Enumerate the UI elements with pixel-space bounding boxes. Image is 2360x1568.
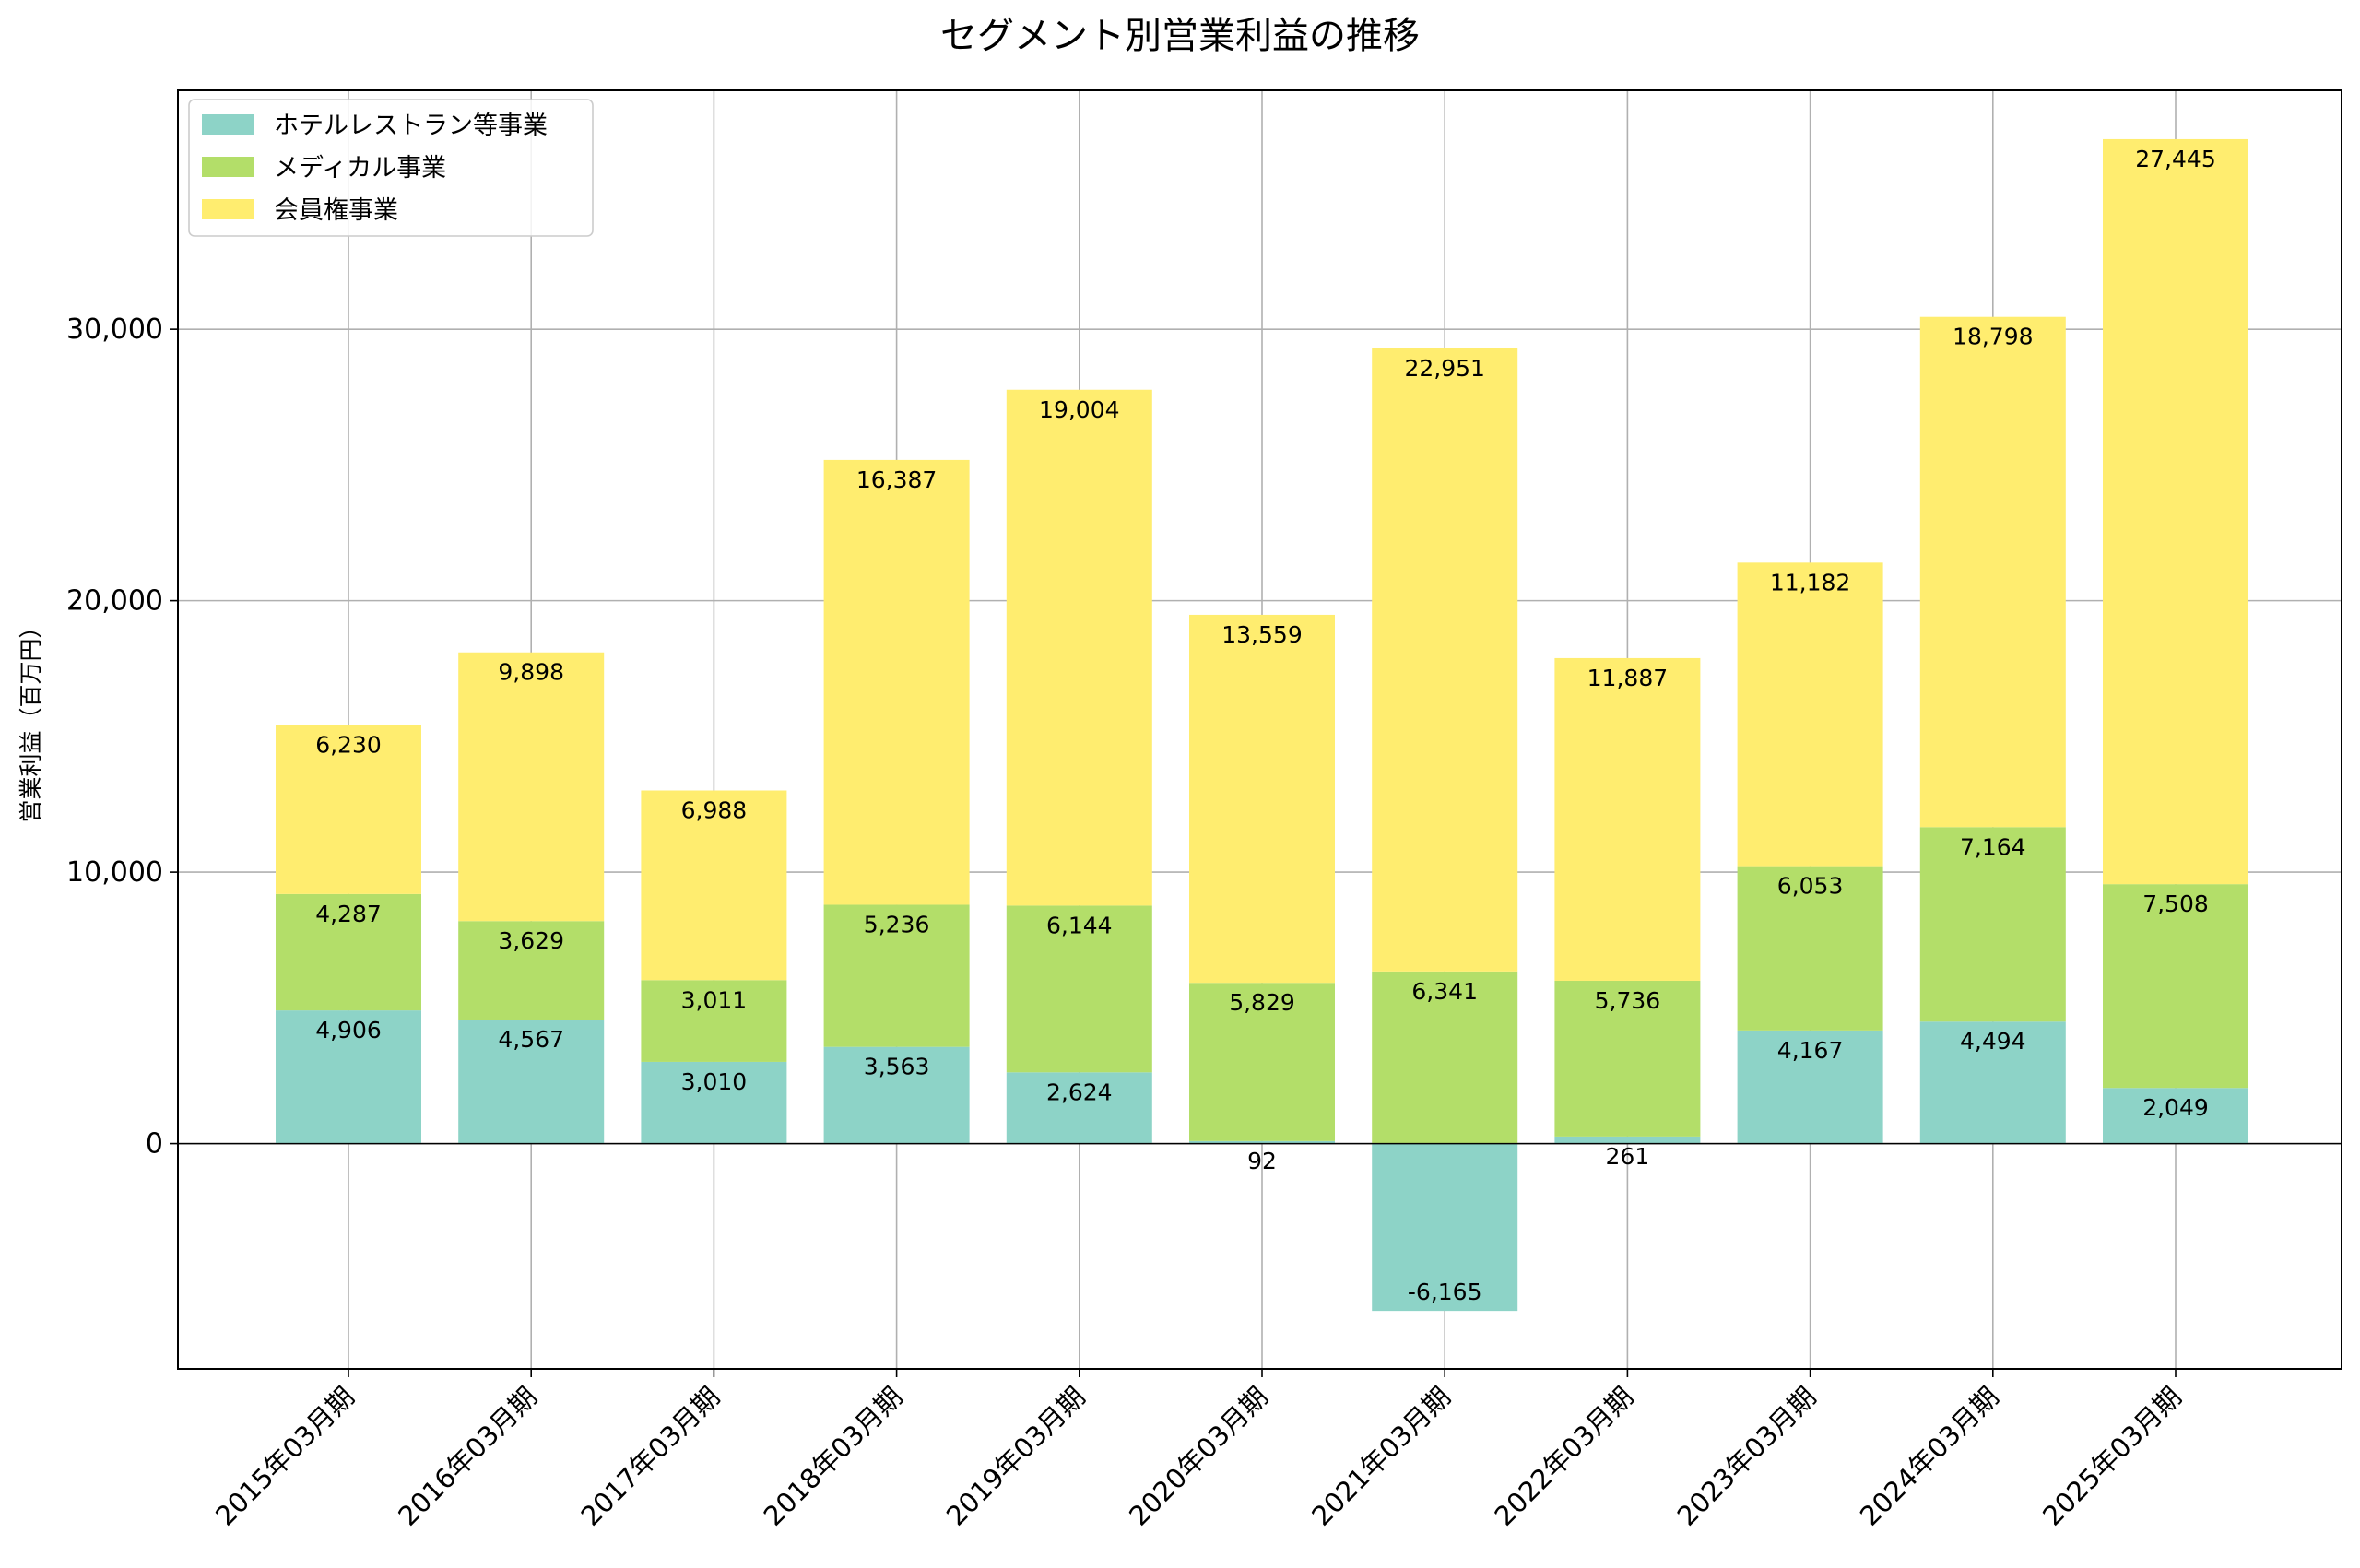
- y-axis: 0 10,000 20,000 30,000: [66, 313, 178, 1161]
- bar-segment: [458, 1020, 605, 1144]
- y-tick-label: 30,000: [66, 313, 163, 346]
- data-label: 22,951: [1404, 355, 1484, 382]
- legend-box: [188, 99, 594, 237]
- legend-label: メディカル事業: [274, 154, 446, 183]
- data-label: 4,906: [315, 1017, 382, 1043]
- bar-segment: [458, 921, 605, 1020]
- bar-segment: [1372, 348, 1518, 972]
- data-label: 13,559: [1221, 621, 1302, 648]
- data-label: 3,629: [498, 927, 564, 954]
- x-tick-label: 2015年03月期: [209, 1381, 360, 1532]
- legend-swatch: [202, 199, 254, 219]
- data-label: 4,287: [315, 901, 382, 927]
- data-label: 4,494: [1960, 1028, 2026, 1055]
- x-tick-label: 2016年03月期: [392, 1381, 543, 1532]
- x-tick-label: 2024年03月期: [1854, 1381, 2005, 1532]
- bar-segment: [641, 790, 787, 981]
- y-tick-label: 10,000: [66, 856, 163, 889]
- bar-segment: [1737, 1030, 1883, 1144]
- bar-segment: [2103, 884, 2248, 1089]
- bar-segment: [1006, 905, 1152, 1073]
- plot-frame: [177, 89, 2342, 1370]
- x-tick-label: 2018年03月期: [758, 1381, 909, 1532]
- bar-segment: [1554, 1136, 1701, 1144]
- x-tick-label: 2017年03月期: [574, 1381, 726, 1532]
- bar-segment: [1554, 980, 1701, 1137]
- y-axis-label: 営業利益（百万円）: [18, 615, 44, 822]
- bar-segment: [458, 652, 605, 922]
- bars: [276, 138, 2248, 1312]
- bar-segment: [641, 1061, 787, 1144]
- data-label: 7,164: [1960, 833, 2026, 860]
- bar-segment: [276, 1010, 421, 1144]
- bar-segment: [1189, 614, 1335, 984]
- data-label: 261: [1606, 1143, 1650, 1170]
- bar-segment: [1737, 562, 1883, 867]
- bar-segment: [1006, 1072, 1152, 1144]
- data-label: 6,230: [315, 731, 382, 758]
- data-label: -6,165: [1408, 1279, 1482, 1305]
- data-label: 6,988: [681, 796, 748, 823]
- data-label: 16,387: [856, 466, 937, 493]
- x-axis: 2015年03月期 2016年03月期 2017年03月期 2018年03月期 2019…: [209, 1369, 2188, 1532]
- data-label: 5,236: [864, 911, 930, 937]
- bar-segment: [2103, 138, 2248, 885]
- bar-segment: [276, 893, 421, 1011]
- y-tick-label: 0: [146, 1128, 163, 1161]
- bar-segment: [641, 980, 787, 1062]
- bar-segment: [2103, 1088, 2248, 1144]
- data-label: 11,887: [1587, 665, 1668, 691]
- x-tick-label: 2025年03月期: [2036, 1381, 2188, 1532]
- data-label: 18,798: [1953, 324, 2033, 350]
- chart-title: セグメント別営業利益の推移: [940, 15, 1420, 57]
- legend-swatch: [202, 114, 254, 135]
- bar-segment: [823, 904, 970, 1047]
- bar-segment: [276, 725, 421, 894]
- data-label: 2,624: [1046, 1079, 1113, 1105]
- data-label: 2,049: [2142, 1094, 2209, 1121]
- data-label: 6,053: [1777, 873, 1844, 900]
- bar-segment: [1006, 389, 1152, 906]
- legend-label: ホテルレストラン等事業: [274, 112, 548, 140]
- data-label: 5,736: [1595, 987, 1661, 1014]
- data-label: 92: [1247, 1148, 1277, 1174]
- bar-segment: [1737, 866, 1883, 1031]
- bar-segment: [1372, 1143, 1518, 1312]
- x-tick-label: 2023年03月期: [1671, 1381, 1823, 1532]
- x-tick-label: 2020年03月期: [1123, 1381, 1274, 1532]
- legend-label: 会員権事業: [274, 196, 398, 225]
- data-label: 6,144: [1046, 912, 1113, 938]
- bar-segment: [1919, 827, 2066, 1022]
- x-tick-label: 2019年03月期: [940, 1381, 1092, 1532]
- data-label: 7,508: [2142, 890, 2209, 917]
- data-label: 3,563: [864, 1054, 930, 1080]
- y-tick-label: 20,000: [66, 585, 163, 618]
- bar-segment: [823, 1046, 970, 1144]
- x-tick-label: 2021年03月期: [1305, 1381, 1457, 1532]
- bar-segment: [1189, 983, 1335, 1141]
- bar-segment: [1372, 971, 1518, 1144]
- data-label: 27,445: [2135, 146, 2215, 172]
- data-label: 19,004: [1039, 396, 1119, 423]
- legend-swatch: [202, 157, 254, 177]
- data-label: 4,167: [1777, 1037, 1844, 1064]
- data-label: 6,341: [1411, 978, 1478, 1005]
- data-label: 5,829: [1229, 989, 1295, 1016]
- bar-segment: [1919, 1021, 2066, 1144]
- bar-segment: [1554, 657, 1701, 981]
- data-label: 9,898: [498, 659, 564, 686]
- data-label: 3,010: [681, 1068, 748, 1095]
- data-label: 3,011: [681, 986, 748, 1013]
- bar-segment: [1919, 316, 2066, 828]
- bar-segment: [823, 459, 970, 905]
- data-labels: 4,906 4,287 6,230 4,567 3,629 9,898 3,010 3,011…: [315, 146, 2216, 1305]
- bar-segment: [1189, 1140, 1335, 1144]
- data-label: 11,182: [1770, 569, 1850, 595]
- x-tick-label: 2022年03月期: [1488, 1381, 1639, 1532]
- data-label: 4,567: [498, 1026, 564, 1053]
